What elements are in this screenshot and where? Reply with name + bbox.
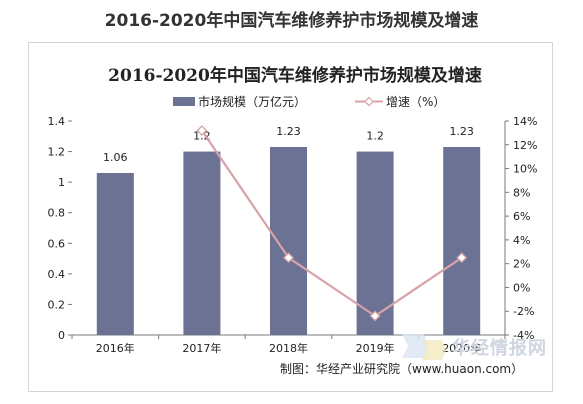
right-axis-tick-label: 8% (513, 186, 530, 199)
left-axis-tick-label: 0.4 (48, 268, 66, 281)
growth-series-line (200, 129, 463, 318)
growth-point (283, 252, 294, 264)
right-axis-tick-label: -2% (513, 305, 534, 318)
axes: 0 0.2 0.4 0.6 0.8 1 1.2 1.4 -4% -2% 0% 2% 4% 6% 8% 10% 1… (48, 115, 538, 355)
right-axis-tick-label: 10% (513, 163, 537, 176)
bar-data-label: 1.06 (103, 151, 128, 164)
right-axis-tick-label: 0% (513, 281, 530, 294)
bar-data-label: 1.23 (449, 125, 474, 138)
bar (96, 172, 134, 335)
page-title: 2016-2020年中国汽车维修养护市场规模及增速 (104, 11, 479, 31)
growth-point (196, 125, 208, 136)
bar-data-label: 1.23 (276, 125, 301, 138)
left-axis-tick-label: 1.2 (48, 146, 66, 159)
growth-point (369, 310, 381, 322)
legend: 市场规模（万亿元） 增速（%） (173, 94, 445, 109)
legend-label-bar: 市场规模（万亿元） (198, 94, 306, 109)
bar-labels: 1.06 1.2 1.23 1.2 1.23 (103, 125, 474, 164)
bar-data-label: 1.2 (193, 130, 211, 143)
watermark-logo (402, 334, 446, 360)
right-axis-tick-label: 14% (513, 115, 537, 128)
right-axis-tick-label: 6% (513, 210, 530, 223)
x-axis-tick-label: 2017年 (182, 341, 221, 355)
left-axis-tick-label: 1.4 (48, 115, 66, 128)
left-axis-tick-label: 1 (58, 176, 65, 189)
bar (183, 151, 221, 335)
bar (443, 146, 481, 335)
legend-label-line: 增速（%） (386, 95, 445, 109)
left-axis-tick-label: 0 (58, 329, 65, 342)
bar (270, 146, 307, 335)
x-axis-tick-label: 2018年 (269, 341, 308, 355)
legend-swatch-bar (173, 97, 195, 106)
right-axis-tick-label: -4% (513, 329, 534, 342)
left-axis-tick-label: 0.6 (48, 237, 66, 250)
x-axis-tick-label: 2016年 (96, 341, 135, 355)
bars (96, 146, 481, 335)
bar-data-label: 1.2 (366, 130, 384, 143)
chart-title: 2016-2020年中国汽车维修养护市场规模及增速 (108, 65, 482, 86)
watermark-accent-icon (422, 340, 446, 360)
right-axis-tick-label: 2% (513, 258, 530, 271)
bar (356, 151, 394, 335)
watermark-text: 华经情报网 (452, 338, 547, 359)
right-axis-tick-label: 12% (513, 139, 537, 152)
credit-text: 制图：华经产业研究院（www.huaon.com） (280, 362, 524, 376)
x-axis-tick-label: 2019年 (356, 341, 395, 355)
left-axis-tick-label: 0.2 (48, 298, 66, 311)
x-axis-tick-label: 2020年 (442, 341, 481, 355)
watermark-shape-icon (402, 334, 428, 358)
left-axis-tick-label: 0.8 (48, 207, 66, 220)
growth-line (196, 125, 468, 322)
growth-point (456, 252, 468, 264)
right-axis-tick-label: 4% (513, 234, 530, 247)
legend-marker-icon (364, 96, 374, 107)
